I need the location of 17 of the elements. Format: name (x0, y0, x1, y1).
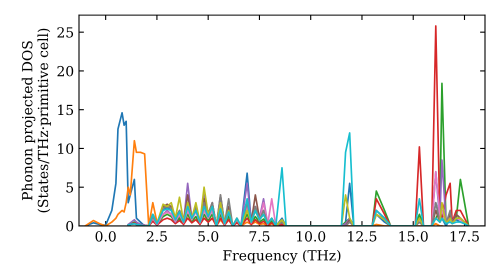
line-series (127, 132, 470, 226)
x-axis-title: Frequency (THz) (223, 250, 340, 264)
x-tick-label: 10.0 (296, 231, 326, 242)
y-axis-title: Phonon projected DOS (States/THz·primitive cell) (22, 28, 51, 212)
y-tick-label: 25 (57, 27, 74, 38)
x-tick-label: 7.5 (250, 231, 270, 242)
y-tick-label: 15 (58, 104, 74, 116)
x-tick-label: 12.5 (348, 231, 376, 242)
x-tick-label: 17.5 (450, 231, 479, 242)
y-tick-label: 0 (66, 220, 74, 232)
x-tick-label: 5.0 (198, 231, 218, 242)
y-tick-label: 20 (57, 66, 74, 76)
y-tick-label: 10 (58, 143, 74, 154)
y-tick-label: 5 (66, 182, 74, 193)
x-tick-label: 15.0 (399, 231, 428, 242)
x-tick-label: 0.0 (96, 231, 116, 242)
x-tick-label: 2.5 (146, 231, 167, 242)
